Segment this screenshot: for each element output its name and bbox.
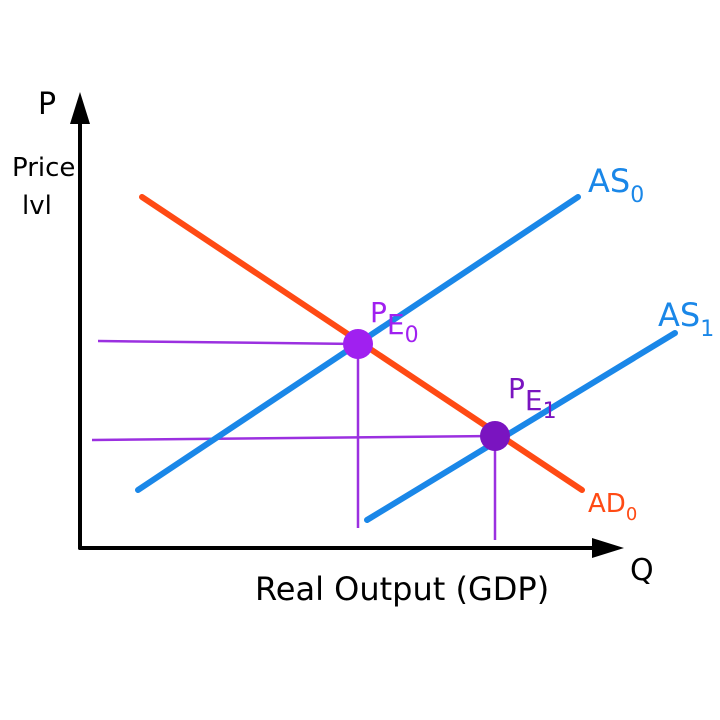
point-label-index: 0	[405, 323, 419, 348]
as1-curve	[364, 330, 678, 523]
point-label-subscript: E	[525, 384, 543, 417]
equilibrium-point	[343, 329, 373, 359]
y-axis-arrow	[70, 92, 90, 124]
curve-label: AS0	[588, 162, 644, 208]
point-label-subscript: E	[387, 308, 405, 341]
point-label-index: 1	[543, 399, 557, 424]
guide-line	[97, 339, 359, 346]
point-label: PE1	[508, 372, 557, 424]
point-label: PE0	[370, 296, 419, 348]
curve-label-subscript: 0	[626, 504, 637, 525]
x-axis-symbol: Q	[630, 553, 654, 588]
x-axis-arrow	[592, 538, 624, 558]
equilibrium-point	[480, 421, 510, 451]
curve-label-text: AS	[588, 162, 630, 200]
point-label-text: P	[508, 372, 525, 405]
curve-label: AS1	[658, 296, 714, 342]
curve-label-subscript: 0	[630, 183, 644, 208]
point-label-text: P	[370, 296, 387, 329]
y-axis-label: Price	[12, 153, 75, 183]
curve-label: AD0	[588, 489, 637, 525]
guide-line	[91, 434, 496, 442]
y-axis-label: lvl	[22, 191, 52, 221]
y-axis-symbol: P	[38, 87, 56, 122]
curve-label-text: AS	[658, 296, 700, 334]
curve-label-subscript: 1	[700, 317, 714, 342]
curve-label-text: AD	[588, 489, 626, 519]
x-axis-label: Real Output (GDP)	[255, 570, 549, 608]
